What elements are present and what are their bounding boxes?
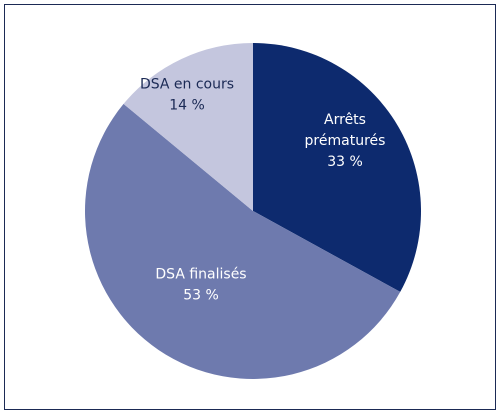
pie-slice-0 [253,43,422,292]
pie-slice-1 [85,103,401,379]
slice-value-label-1: 53 % [183,288,219,304]
slice-value-label-0: 33 % [327,154,363,170]
slice-category-label-2: DSA en cours [140,77,234,93]
pie-slice-2 [123,43,253,211]
slice-label-1: DSA finalisés 53 % [155,267,246,304]
slice-category-label-0: Arrêts [324,112,366,128]
slice-value-label-2: 14 % [169,98,205,114]
slice-label-2: DSA en cours 14 % [140,77,234,114]
slice-label-0: Arrêts prématurés 33 % [305,112,386,170]
chart-frame: Arrêts prématurés 33 % DSA finalisés 53 % DSA… [4,4,496,410]
slice-category-label-1: DSA finalisés [155,267,246,283]
slice-category-label-0: prématurés [305,133,386,149]
